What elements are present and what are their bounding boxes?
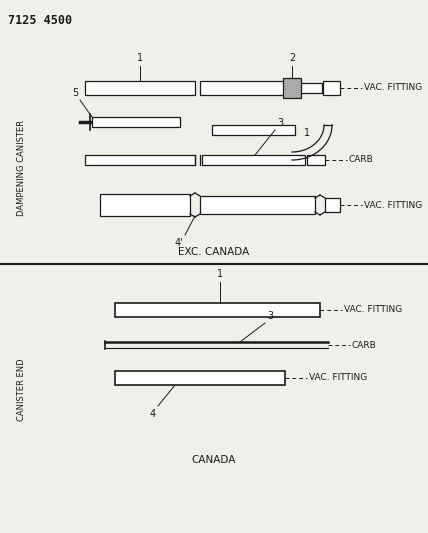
Text: 1: 1 [217,269,223,279]
Bar [85,155,195,165]
Text: 3: 3 [277,118,283,128]
Text: 4': 4' [174,238,183,248]
Text: VAC. FITTING: VAC. FITTING [344,305,402,314]
Text: VAC. FITTING: VAC. FITTING [364,200,422,209]
Bar [115,303,320,317]
Bar [307,155,325,165]
Bar [325,198,340,212]
Text: VAC. FITTING: VAC. FITTING [309,374,367,383]
Text: 4: 4 [150,409,156,419]
Text: EXC. CANADA: EXC. CANADA [178,247,250,257]
Text: VAC. FITTING: VAC. FITTING [364,84,422,93]
Bar [100,194,190,216]
Bar [115,371,285,385]
Text: CANADA: CANADA [192,455,236,465]
Bar [283,78,301,98]
Bar [200,196,315,214]
Text: CANISTER END: CANISTER END [18,359,27,421]
Bar [212,125,295,135]
Bar [299,83,322,93]
Text: CARB: CARB [349,156,374,165]
Text: 1: 1 [137,53,143,63]
Text: 2: 2 [289,53,295,63]
Bar [200,81,285,95]
Text: 5: 5 [72,88,78,98]
Text: DAMPENING CANISTER: DAMPENING CANISTER [18,120,27,216]
Bar [85,81,195,95]
Bar [92,117,180,127]
Bar [323,81,340,95]
Text: 1: 1 [304,128,310,138]
Text: 3: 3 [267,311,273,321]
Text: 7125 4500: 7125 4500 [8,14,72,27]
Bar [202,155,305,165]
Text: CARB: CARB [352,341,377,350]
